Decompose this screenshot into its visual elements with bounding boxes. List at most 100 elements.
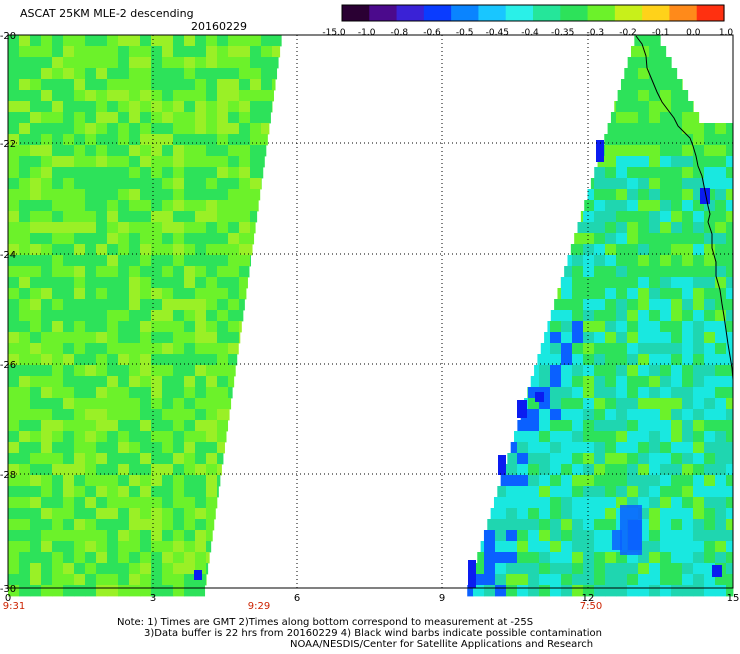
swath-cell — [30, 90, 41, 101]
swath-cell — [206, 398, 217, 409]
swath-cell — [517, 519, 528, 530]
swath-cell — [52, 266, 63, 277]
swath-cell — [41, 123, 52, 134]
swath-cell — [550, 497, 561, 508]
swath-cell — [517, 585, 528, 596]
swath-cell — [118, 354, 129, 365]
swath-cell — [217, 255, 228, 266]
swath-cell — [206, 464, 217, 475]
swath-cell — [550, 332, 561, 343]
swath-cell — [52, 112, 63, 123]
swath-cell — [41, 585, 52, 596]
swath-cell — [173, 68, 184, 79]
swath-cell — [250, 79, 261, 90]
swath-cell — [173, 101, 184, 112]
swath-cell — [184, 453, 195, 464]
swath-cell — [693, 552, 704, 563]
swath-cell — [129, 112, 140, 123]
swath-cell — [52, 299, 63, 310]
swath-cell — [118, 156, 129, 167]
swath-cell — [605, 409, 616, 420]
swath-cell — [173, 255, 184, 266]
swath-cell — [74, 420, 85, 431]
swath-cell — [107, 585, 118, 596]
swath-cell — [539, 486, 550, 497]
swath-cell — [618, 90, 628, 101]
swath-cell — [594, 519, 605, 530]
swath-cell — [206, 409, 217, 420]
swath-cell — [107, 508, 118, 519]
swath-cell — [250, 200, 259, 211]
swath-cell — [151, 101, 162, 112]
swath-cell — [85, 475, 96, 486]
swath-cell — [63, 134, 74, 145]
swath-cell — [239, 332, 240, 343]
swath-cell — [30, 266, 41, 277]
y-tick-label: -20 — [0, 31, 16, 42]
swath-cell — [528, 541, 539, 552]
swath-cell — [140, 189, 151, 200]
swath-cell — [96, 255, 107, 266]
swath-cell — [118, 90, 129, 101]
swath-cell — [184, 409, 195, 420]
swath-cell — [572, 442, 583, 453]
swath-cell — [41, 90, 52, 101]
swath-cell — [184, 332, 195, 343]
swath-cell — [118, 255, 129, 266]
swath-cell — [195, 189, 206, 200]
swath-cell — [162, 409, 173, 420]
swath-cell — [63, 299, 74, 310]
swath-cell — [173, 90, 184, 101]
swath-cell — [8, 101, 19, 112]
swath-cell — [627, 486, 638, 497]
swath-cell — [682, 178, 693, 189]
swath-cell — [52, 541, 63, 552]
swath-cell — [682, 266, 693, 277]
swath-cell — [206, 519, 214, 530]
colorbar-legend — [342, 5, 725, 21]
swath-cell — [19, 255, 30, 266]
swath-cell — [184, 233, 195, 244]
swath-cell — [217, 123, 228, 134]
swath-cell — [627, 299, 638, 310]
swath-cell — [30, 310, 41, 321]
swath-cell — [30, 519, 41, 530]
swath-cell — [704, 310, 715, 321]
swath-cell — [511, 442, 518, 453]
swath-cell — [715, 387, 726, 398]
swath-cell — [704, 398, 715, 409]
swath-cell — [206, 321, 217, 332]
swath-cell — [217, 486, 219, 497]
swath-cell — [561, 299, 572, 310]
swath-cell — [544, 332, 550, 343]
swath-cell — [129, 376, 140, 387]
swath-cell — [41, 299, 52, 310]
swath-cell — [534, 365, 539, 376]
swath-cell — [682, 585, 693, 596]
swath-cell — [195, 508, 206, 519]
swath-cell — [184, 134, 195, 145]
swath-cell — [162, 310, 173, 321]
swath-cell — [206, 288, 217, 299]
swath-cell — [638, 442, 649, 453]
swath-cell — [195, 222, 206, 233]
swath-cell — [41, 156, 52, 167]
swath-cell — [140, 35, 151, 46]
swath-cell — [173, 266, 184, 277]
swath-cell — [162, 475, 173, 486]
swath-cell — [173, 211, 184, 222]
swath-cell — [52, 354, 63, 365]
swath-cell — [19, 79, 30, 90]
swath-cell — [107, 145, 118, 156]
swath-cell — [638, 222, 649, 233]
swath-cell — [19, 68, 30, 79]
swath-cell — [239, 101, 250, 112]
swath-cell — [682, 409, 693, 420]
swath-cell — [638, 387, 649, 398]
swath-cell — [195, 299, 206, 310]
swath-cell — [671, 431, 682, 442]
swath-cell — [107, 266, 118, 277]
swath-cell — [74, 299, 85, 310]
swath-cell — [8, 442, 19, 453]
swath-cell — [30, 376, 41, 387]
